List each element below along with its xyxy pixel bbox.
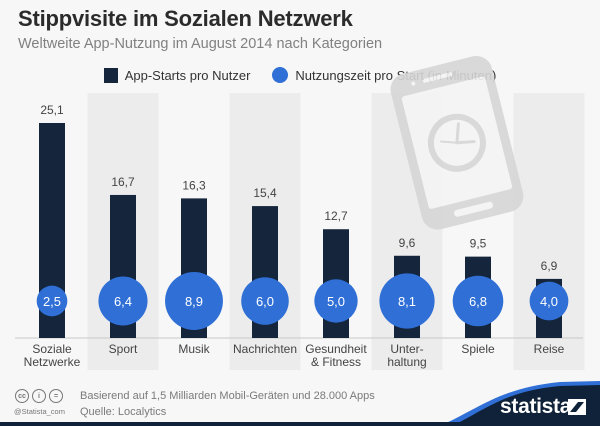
statista-logo-icon	[568, 399, 586, 415]
category-label: haltung	[387, 355, 426, 369]
bar-value-label: 25,1	[40, 103, 64, 117]
legend-label-bars: App-Starts pro Nutzer	[124, 67, 251, 83]
phone-camera-icon	[411, 81, 416, 86]
chart-title: Stippvisite im Sozialen Netzwerk	[18, 6, 353, 31]
category-label: Nachrichten	[233, 342, 297, 356]
bubble-value-label: 4,0	[540, 294, 558, 309]
bubble-value-label: 8,9	[185, 294, 203, 309]
bubble-usage-time	[98, 276, 148, 326]
bubble-usage-time	[452, 275, 504, 327]
clock-hand-icon	[455, 122, 460, 145]
phone-speaker-icon	[422, 72, 453, 83]
legend-item-bars: App-Starts pro Nutzer	[103, 67, 251, 83]
bar-value-label: 16,3	[182, 178, 206, 192]
bubble-usage-time	[36, 285, 68, 317]
category-label: Unter-	[390, 342, 423, 356]
category-label: Sport	[109, 342, 138, 356]
footer-source: Quelle: Localytics	[80, 406, 167, 418]
bar-value-label: 9,6	[399, 236, 416, 250]
bar-value-label: 9,5	[470, 237, 487, 251]
bubble-usage-time	[241, 277, 289, 325]
chart-subtitle: Weltweite App-Nutzung im August 2014 nac…	[18, 36, 383, 52]
bubble-usage-time	[379, 273, 435, 329]
category-label: Spiele	[461, 342, 495, 356]
no-derivatives-icon[interactable]: =	[49, 389, 63, 403]
footer-accent-stripe	[440, 381, 600, 426]
clock-hand-icon	[455, 140, 476, 145]
bubble-usage-time	[529, 281, 569, 321]
footer-note: Basierend auf 1,5 Milliarden Mobil-Gerät…	[80, 390, 375, 402]
bubble-value-label: 6,0	[256, 294, 274, 309]
bubble-usage-time	[165, 272, 223, 330]
attribution-icon[interactable]: i	[32, 389, 46, 403]
footer-brand-band	[440, 383, 600, 426]
category-label: Soziale	[32, 342, 72, 356]
bar-value-label: 16,7	[111, 175, 135, 189]
bubble-usage-time	[314, 279, 358, 323]
category-label: Netzwerke	[24, 355, 81, 369]
clock-icon	[427, 113, 486, 172]
category-label: & Fitness	[311, 355, 361, 369]
category-label: Musik	[178, 342, 210, 356]
bar-value-label: 12,7	[324, 209, 348, 223]
bubble-value-label: 8,1	[398, 294, 416, 309]
creative-commons-icon[interactable]: cc	[15, 389, 29, 403]
category-label: Reise	[534, 342, 565, 356]
category-label: Gesundheit	[305, 342, 367, 356]
legend-circle-icon	[272, 67, 289, 83]
phone-clock-illustration	[390, 55, 524, 230]
bubble-value-label: 6,8	[469, 294, 487, 309]
bar-value-label: 6,9	[541, 259, 558, 273]
bubble-value-label: 2,5	[43, 294, 61, 309]
license-icons: cc i =	[15, 389, 63, 403]
statista-handle[interactable]: @Statista_com	[14, 407, 65, 416]
footer-bottom-stripe	[0, 422, 600, 426]
bubble-value-label: 5,0	[327, 294, 345, 309]
bar-value-label: 15,4	[253, 186, 277, 200]
legend-square-icon	[103, 67, 118, 83]
bubble-value-label: 6,4	[114, 294, 132, 309]
phone-button-icon	[453, 201, 494, 217]
statista-logo[interactable]: statista	[500, 395, 572, 418]
clock-hand-icon	[440, 140, 458, 144]
